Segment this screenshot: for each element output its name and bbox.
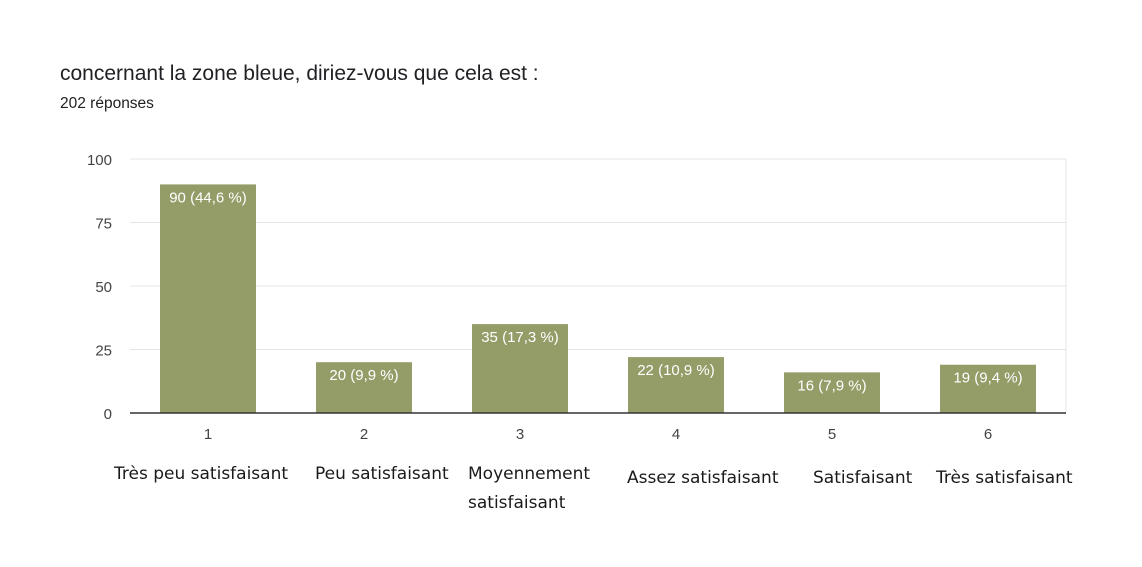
category-description-line: satisfaisant: [468, 493, 566, 513]
y-tick-label: 100: [87, 152, 112, 169]
y-tick-label: 25: [95, 343, 112, 360]
category-description-line: Très satisfaisant: [936, 468, 1073, 488]
bar: [160, 184, 256, 413]
y-tick-label: 50: [95, 279, 112, 296]
x-tick-label: 6: [984, 426, 992, 443]
y-tick-label: 75: [95, 216, 112, 233]
category-description-line: Très peu satisfaisant: [114, 464, 289, 484]
bar: [940, 364, 1036, 413]
x-tick-label: 2: [360, 426, 368, 443]
category-description: Satisfaisant: [813, 464, 912, 493]
category-description: Assez satisfaisant: [627, 464, 779, 493]
data-label: 35 (17,3 %): [481, 329, 559, 346]
data-label: 22 (10,9 %): [637, 362, 715, 379]
x-tick-label: 5: [828, 426, 836, 443]
bar: [316, 362, 412, 413]
category-description-line: Peu satisfaisant: [315, 464, 449, 484]
data-label: 19 (9,4 %): [953, 370, 1022, 387]
category-description: Très satisfaisant: [936, 464, 1073, 493]
data-label: 90 (44,6 %): [169, 189, 247, 206]
category-description-line: Assez satisfaisant: [627, 468, 779, 488]
x-tick-label: 1: [204, 426, 212, 443]
data-label: 16 (7,9 %): [797, 377, 866, 394]
data-label: 20 (9,9 %): [329, 367, 398, 384]
bar: [784, 372, 880, 413]
category-description-line: Satisfaisant: [813, 468, 913, 488]
category-description: Moyennement satisfaisant: [468, 460, 590, 518]
y-tick-label: 0: [104, 406, 112, 423]
category-description: Très peu satisfaisant: [114, 460, 288, 489]
x-tick-label: 4: [672, 426, 680, 443]
category-description: Peu satisfaisant: [315, 460, 449, 489]
chart-title: concernant la zone bleue, diriez-vous qu…: [60, 62, 539, 85]
response-count: 202 réponses: [60, 95, 154, 112]
bar: [628, 357, 724, 413]
category-description-line: Moyennement: [468, 464, 591, 484]
x-tick-label: 3: [516, 426, 524, 443]
bar: [472, 324, 568, 413]
